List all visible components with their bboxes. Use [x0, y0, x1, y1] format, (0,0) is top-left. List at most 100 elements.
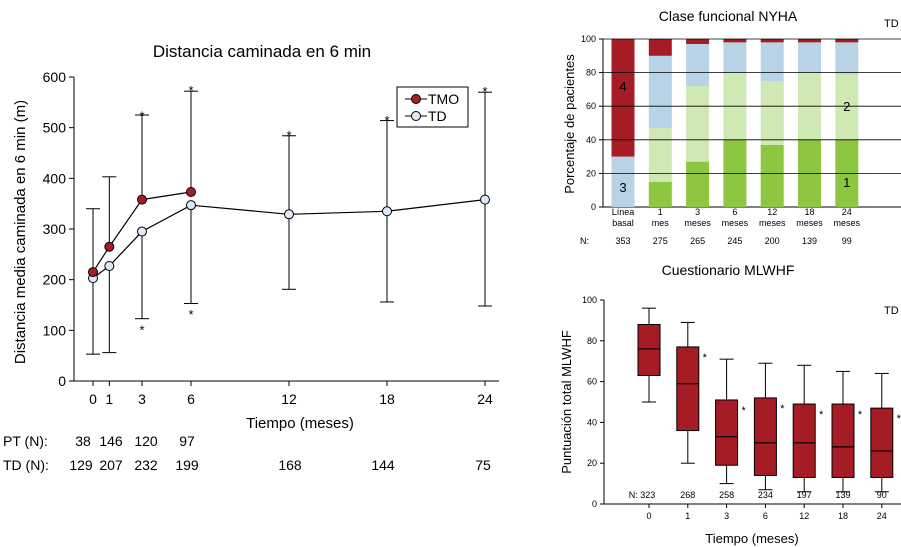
nyha-xtick-label: basal [612, 218, 634, 228]
box-xtick-label: 3 [724, 511, 729, 521]
walk-significance-star: * [188, 83, 193, 98]
nyha-n-value: 265 [690, 236, 705, 246]
nyha-bar-segment-class-3 [760, 42, 784, 81]
box-n-value: N: 323 [629, 490, 656, 500]
box-ytick-label: 100 [582, 295, 597, 305]
nyha-bar-segment-class-2 [835, 74, 859, 140]
nyha-n-value: 275 [653, 236, 668, 246]
nyha-bar-segment-class-3 [686, 44, 710, 87]
walk-ytick-label: 200 [43, 272, 67, 288]
walk-ntable-value: 144 [371, 457, 395, 473]
nyha-chart-title: Clase funcional NYHA [659, 8, 798, 24]
box-significance-star: * [780, 403, 785, 415]
walk-ntable-row-label: PT (N): [3, 433, 48, 449]
nyha-xtick-label: meses [834, 218, 861, 228]
box-xtick-label: 1 [685, 511, 690, 521]
walk-point-tmo [186, 187, 196, 198]
nyha-xtick-label: 24 [842, 207, 852, 217]
walk-chart-ylabel: Distancia media caminada en 6 min (m) [12, 100, 29, 364]
nyha-bar-segment-class-3 [648, 55, 672, 129]
box-n-value: 90 [877, 490, 887, 500]
nyha-n-value: 139 [802, 236, 817, 246]
walk-point-td [284, 209, 294, 220]
walk-ntable-value: 75 [475, 457, 491, 473]
nyha-class-label: 4 [619, 79, 626, 94]
nyha-bar-segment-class-4 [648, 39, 672, 56]
mlwhf-corner-label: TD [884, 305, 899, 317]
box-significance-star: * [858, 409, 863, 421]
walk-point-td [186, 200, 196, 211]
nyha-ytick-label: 80 [586, 68, 596, 78]
walk-significance-star: * [286, 128, 291, 143]
walk-xtick-label: 18 [379, 391, 395, 407]
box-iqr [715, 399, 739, 466]
walk-point-td [382, 206, 392, 217]
nyha-xtick-label: 6 [732, 207, 737, 217]
walk-point-tmo [137, 194, 147, 205]
nyha-n-label: N: [580, 236, 589, 246]
box-significance-star: * [897, 413, 901, 425]
nyha-xtick-label: meses [722, 218, 749, 228]
walk-ntable-value: 232 [134, 457, 158, 473]
box-iqr [676, 346, 700, 432]
walk-ntable-value: 120 [134, 433, 158, 449]
walk-xtick-label: 12 [281, 391, 297, 407]
nyha-bar-segment-class-3 [835, 42, 859, 75]
walk-ntable-value: 146 [99, 433, 123, 449]
nyha-bar-segment-class-1 [648, 181, 672, 207]
walk-point-td [480, 194, 490, 205]
nyha-xtick-label: 18 [804, 207, 814, 217]
nyha-class-label: 1 [843, 175, 850, 190]
walk-ytick-label: 300 [43, 221, 67, 237]
nyha-class-label: 2 [843, 99, 850, 114]
box-iqr [637, 323, 661, 376]
box-n-value: 139 [835, 490, 850, 500]
nyha-xtick-label: meses [684, 218, 711, 228]
walk-ntable-row-label: TD (N): [3, 457, 49, 473]
nyha-xtick-label: meses [759, 218, 786, 228]
box-significance-star: * [819, 409, 824, 421]
nyha-bar-segment-class-1 [686, 161, 710, 207]
box-iqr [831, 403, 855, 478]
nyha-bar-segment-class-2 [686, 86, 710, 162]
mlwhf-xlabel: Tiempo (meses) [705, 531, 798, 546]
walk-legend: TMO TD [396, 86, 469, 128]
walk-significance-star: * [139, 322, 144, 337]
nyha-bar-segment-class-2 [648, 128, 672, 182]
nyha-n-value: 353 [615, 236, 630, 246]
legend-marker-td [411, 111, 421, 121]
nyha-bar-segment-class-3 [611, 156, 635, 207]
box-n-value: 197 [797, 490, 812, 500]
nyha-ytick-label: 40 [586, 135, 596, 145]
box-n-value: 258 [719, 490, 734, 500]
nyha-bar-segment-class-2 [760, 81, 784, 145]
box-xtick-label: 0 [646, 511, 651, 521]
walk-ytick-label: 500 [43, 120, 67, 136]
nyha-n-value: 99 [842, 236, 852, 246]
walk-ntable-value: 129 [69, 457, 93, 473]
mlwhf-ylabel: Puntuación total MLWHF [559, 330, 574, 474]
nyha-n-value: 200 [765, 236, 780, 246]
mlwhf-chart-title: Cuestionario MLWHF [662, 262, 795, 278]
walk-point-tmo [104, 241, 115, 252]
walk-xtick-label: 3 [138, 391, 146, 407]
walk-chart-title: Distancia caminada en 6 min [153, 42, 371, 61]
nyha-bar-segment-class-1 [760, 144, 784, 207]
walk-significance-star: * [482, 84, 487, 99]
nyha-class-label: 3 [619, 180, 626, 195]
walk-ytick-label: 0 [58, 373, 66, 389]
nyha-ylabel: Porcentaje de pacientes [562, 54, 577, 194]
nyha-bar-segment-class-4 [723, 39, 747, 43]
walk-ytick-label: 400 [43, 170, 67, 186]
box-xtick-label: 24 [877, 511, 887, 521]
nyha-bar-segment-class-4 [611, 39, 635, 157]
walk-ntable-value: 168 [278, 457, 302, 473]
box-ytick-label: 40 [587, 417, 597, 427]
nyha-chart: Clase funcional NYHA TD Porcentaje de pa… [562, 8, 901, 246]
nyha-xtick-label: Línea [612, 207, 635, 217]
walk-xtick-label: 6 [187, 391, 195, 407]
box-xtick-label: 6 [763, 511, 768, 521]
box-iqr [870, 407, 894, 478]
walk-point-td [104, 260, 115, 271]
walk-ntable-value: 97 [179, 433, 195, 449]
